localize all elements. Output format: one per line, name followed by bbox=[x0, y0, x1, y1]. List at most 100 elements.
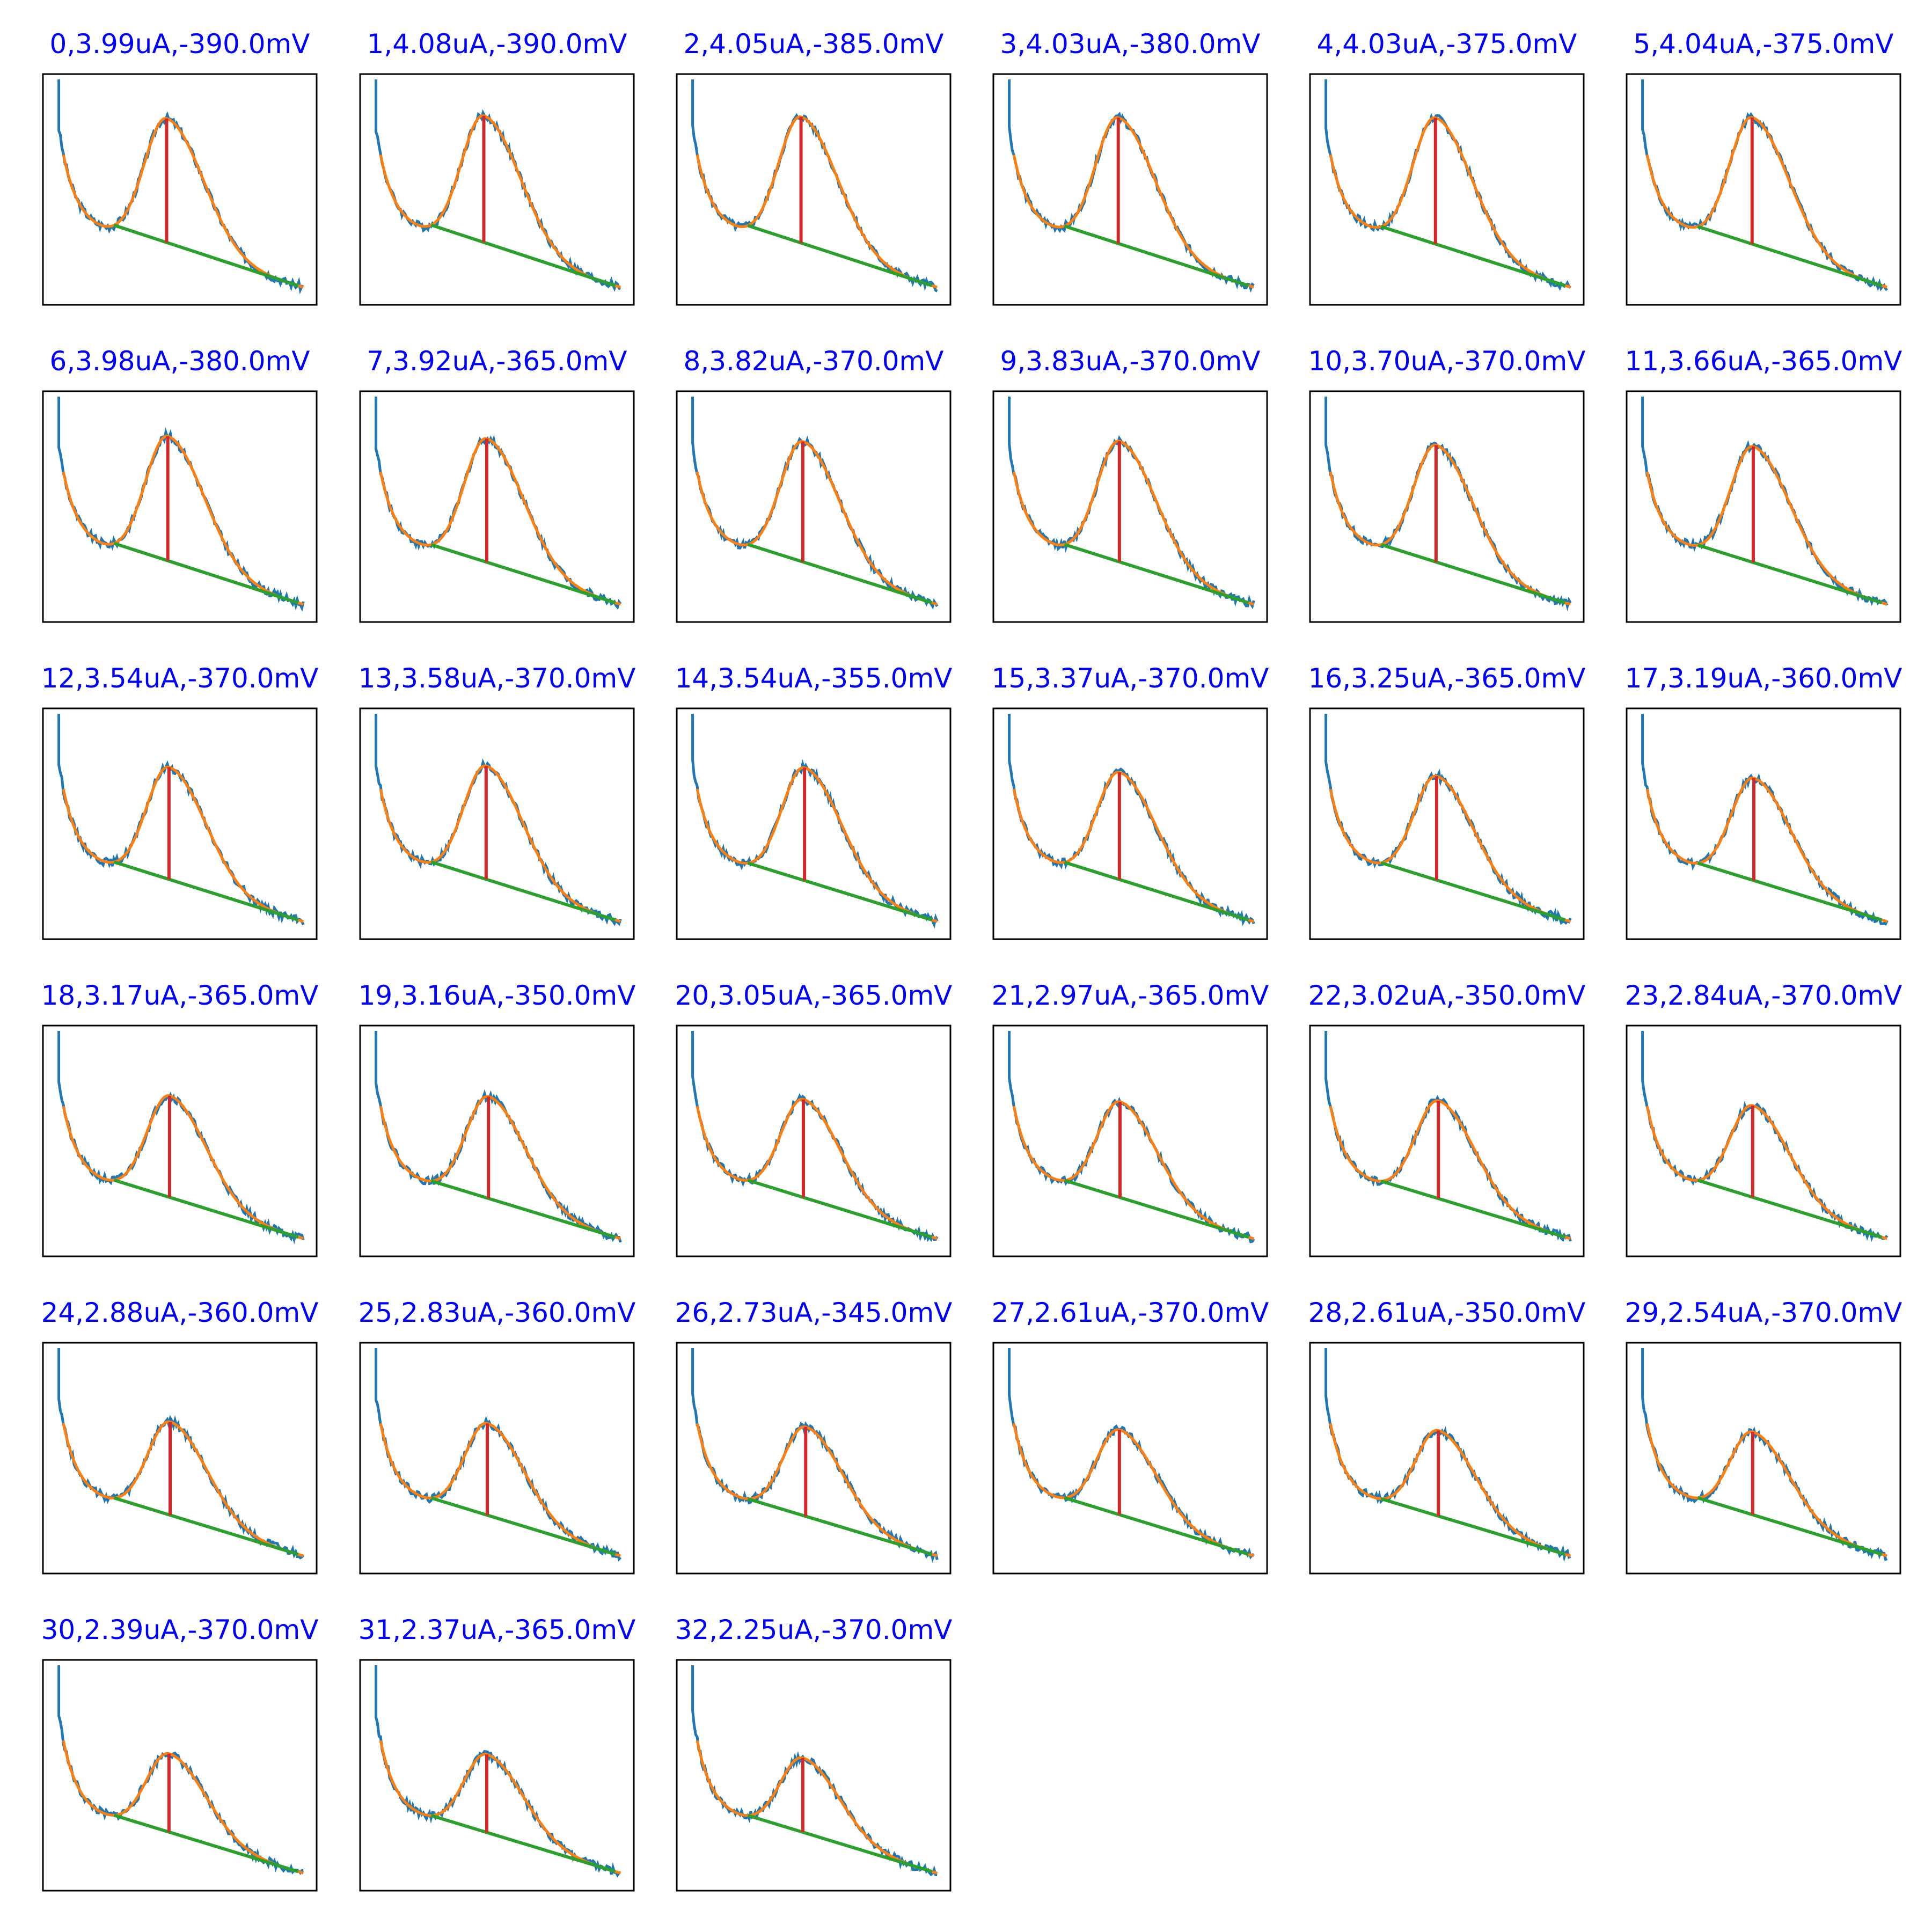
panel-plot bbox=[676, 1342, 952, 1575]
voltammogram-panel: 28,2.61uA,-350.0mV bbox=[1289, 1269, 1605, 1575]
axes-frame bbox=[676, 1342, 952, 1575]
baseline-line bbox=[113, 1813, 299, 1874]
axes-frame bbox=[359, 1024, 635, 1257]
axes-frame bbox=[1309, 73, 1585, 306]
raw-signal-line bbox=[1324, 714, 1572, 925]
baseline-line bbox=[1380, 543, 1566, 605]
baseline-line bbox=[1064, 860, 1249, 922]
raw-signal-line bbox=[57, 714, 305, 926]
panel-plot bbox=[42, 1342, 318, 1575]
axes-frame bbox=[676, 707, 952, 940]
smoothed-signal-line bbox=[1329, 116, 1571, 289]
smoothed-signal-line bbox=[1645, 1104, 1887, 1240]
panel-title: 14,3.54uA,-355.0mV bbox=[675, 663, 953, 694]
panel-plot bbox=[1309, 1342, 1585, 1575]
voltammogram-panel: 8,3.82uA,-370.0mV bbox=[655, 317, 972, 623]
axes-frame bbox=[359, 390, 635, 623]
panel-title: 4,4.03uA,-375.0mV bbox=[1316, 28, 1577, 60]
panel-title: 7,3.92uA,-365.0mV bbox=[367, 346, 627, 377]
panel-title: 21,2.97uA,-365.0mV bbox=[991, 980, 1269, 1011]
smoothed-signal-line bbox=[1329, 1423, 1571, 1557]
panel-plot bbox=[1309, 1024, 1585, 1257]
panel-title: 31,2.37uA,-365.0mV bbox=[358, 1614, 636, 1645]
panel-plot bbox=[992, 73, 1268, 306]
smoothed-signal-line bbox=[1645, 777, 1888, 923]
voltammogram-panel: 25,2.83uA,-360.0mV bbox=[339, 1269, 655, 1575]
panel-title: 13,3.58uA,-370.0mV bbox=[358, 663, 636, 694]
baseline-line bbox=[1380, 861, 1566, 922]
voltammogram-panel: 26,2.73uA,-345.0mV bbox=[655, 1269, 972, 1575]
panel-title: 17,3.19uA,-360.0mV bbox=[1624, 663, 1902, 694]
smoothed-signal-line bbox=[1329, 443, 1571, 606]
voltammogram-panel: 21,2.97uA,-365.0mV bbox=[972, 952, 1289, 1257]
raw-signal-line bbox=[691, 397, 939, 610]
panel-title: 23,2.84uA,-370.0mV bbox=[1624, 980, 1902, 1011]
raw-signal-line bbox=[691, 714, 939, 929]
axes-frame bbox=[42, 1342, 318, 1575]
panel-plot bbox=[42, 73, 318, 306]
raw-signal-line bbox=[375, 1348, 622, 1562]
smoothed-signal-line bbox=[696, 1097, 938, 1240]
raw-signal-line bbox=[691, 1665, 938, 1877]
baseline-line bbox=[430, 1179, 616, 1239]
smoothed-signal-line bbox=[1012, 1100, 1254, 1240]
panel-plot bbox=[1626, 1342, 1901, 1575]
raw-signal-line bbox=[1008, 79, 1255, 293]
smoothed-signal-line bbox=[1329, 774, 1571, 923]
voltammogram-panel: 18,3.17uA,-365.0mV bbox=[21, 952, 338, 1257]
panel-title: 30,2.39uA,-370.0mV bbox=[41, 1614, 319, 1645]
panel-title: 29,2.54uA,-370.0mV bbox=[1624, 1297, 1902, 1328]
raw-signal-line bbox=[1008, 1348, 1255, 1560]
voltammogram-panel: 11,3.66uA,-365.0mV bbox=[1605, 317, 1922, 623]
raw-signal-line bbox=[375, 714, 622, 926]
panel-title: 24,2.88uA,-360.0mV bbox=[41, 1297, 319, 1328]
panel-plot bbox=[359, 73, 635, 306]
baseline-line bbox=[1380, 225, 1566, 288]
baseline-line bbox=[1697, 861, 1883, 922]
baseline-line bbox=[1064, 1496, 1249, 1556]
baseline-line bbox=[747, 1179, 933, 1239]
axes-frame bbox=[1309, 390, 1585, 623]
panel-title: 8,3.82uA,-370.0mV bbox=[683, 346, 944, 377]
voltammogram-panel: 10,3.70uA,-370.0mV bbox=[1289, 317, 1605, 623]
smoothed-signal-line bbox=[1012, 440, 1254, 606]
panel-plot bbox=[42, 707, 318, 940]
panel-plot bbox=[1626, 73, 1901, 306]
panel-plot bbox=[42, 1659, 318, 1892]
voltammogram-panel: 19,3.16uA,-350.0mV bbox=[339, 952, 655, 1257]
smoothed-signal-line bbox=[696, 766, 938, 923]
panel-plot bbox=[676, 73, 952, 306]
panel-plot bbox=[992, 1342, 1268, 1575]
panel-title: 12,3.54uA,-370.0mV bbox=[41, 663, 319, 694]
smoothed-signal-line bbox=[379, 114, 621, 289]
voltammogram-panel: 15,3.37uA,-370.0mV bbox=[972, 634, 1289, 940]
voltammogram-panel: 17,3.19uA,-360.0mV bbox=[1605, 634, 1922, 940]
panel-title: 2,4.05uA,-385.0mV bbox=[683, 28, 944, 60]
raw-signal-line bbox=[1641, 1348, 1888, 1561]
raw-signal-line bbox=[57, 1665, 304, 1875]
panel-plot bbox=[42, 1024, 318, 1257]
smoothed-signal-line bbox=[379, 1095, 621, 1240]
raw-signal-line bbox=[691, 1348, 939, 1563]
baseline-line bbox=[430, 223, 616, 288]
baseline-line bbox=[1697, 543, 1883, 605]
axes-frame bbox=[42, 707, 318, 940]
panel-plot bbox=[1309, 73, 1585, 306]
raw-signal-line bbox=[1008, 397, 1255, 610]
panel-plot bbox=[1309, 390, 1585, 623]
panel-plot bbox=[359, 1024, 635, 1257]
raw-signal-line bbox=[1324, 79, 1571, 291]
smoothed-signal-line bbox=[62, 765, 304, 923]
baseline-line bbox=[747, 861, 933, 921]
voltammogram-panel: 13,3.58uA,-370.0mV bbox=[339, 634, 655, 940]
panel-plot bbox=[1626, 1024, 1901, 1257]
smoothed-signal-line bbox=[696, 440, 938, 606]
axes-frame bbox=[992, 1342, 1268, 1575]
panel-plot bbox=[359, 1659, 635, 1892]
baseline-line bbox=[113, 541, 299, 605]
smoothed-signal-line bbox=[379, 437, 621, 606]
baseline-line bbox=[747, 224, 933, 288]
panel-plot bbox=[676, 707, 952, 940]
voltammogram-panel: 1,4.08uA,-390.0mV bbox=[339, 0, 655, 306]
